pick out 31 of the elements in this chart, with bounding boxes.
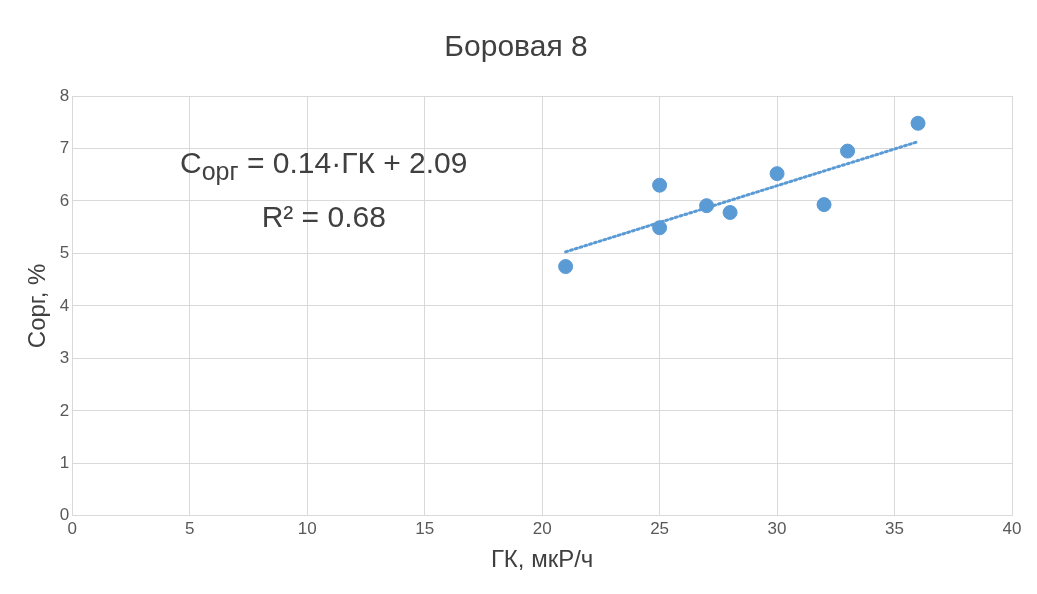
x-tick-label: 35 [885,518,904,538]
x-tick-label: 30 [767,518,787,538]
y-tick-label: 3 [59,348,70,368]
x-axis-title: ГК, мкР/ч [490,545,594,573]
point [910,115,926,131]
point [722,204,738,220]
x-tick-label: 5 [184,518,195,538]
point [699,198,715,214]
point [769,166,785,182]
x-tick-label: 40 [1002,518,1022,538]
y-tick-label: 0 [59,505,70,525]
x-tick-label: 25 [650,518,670,538]
x-tick-label: 20 [532,518,552,538]
point [652,220,668,236]
y-tick-label: 2 [59,400,70,420]
point [652,177,668,193]
point [558,259,574,275]
x-tick-label: 15 [415,518,435,538]
y-tick-label: 8 [59,85,70,105]
x-tick-label: 10 [297,518,317,538]
y-axis-title: Сорг, % [23,263,51,349]
y-tick-label: 7 [59,138,70,158]
annotation: C$_{орг}$ = 0.14·ГК + 2.09 [180,145,468,187]
y-tick-label: 4 [59,295,70,315]
y-tick-label: 5 [59,243,70,263]
chart-title: Боровая 8 [444,29,588,63]
y-tick-label: 1 [59,453,70,473]
point [816,197,832,213]
annotation: R² = 0.68 [260,199,387,235]
y-tick-label: 6 [59,190,70,210]
point [840,143,856,159]
